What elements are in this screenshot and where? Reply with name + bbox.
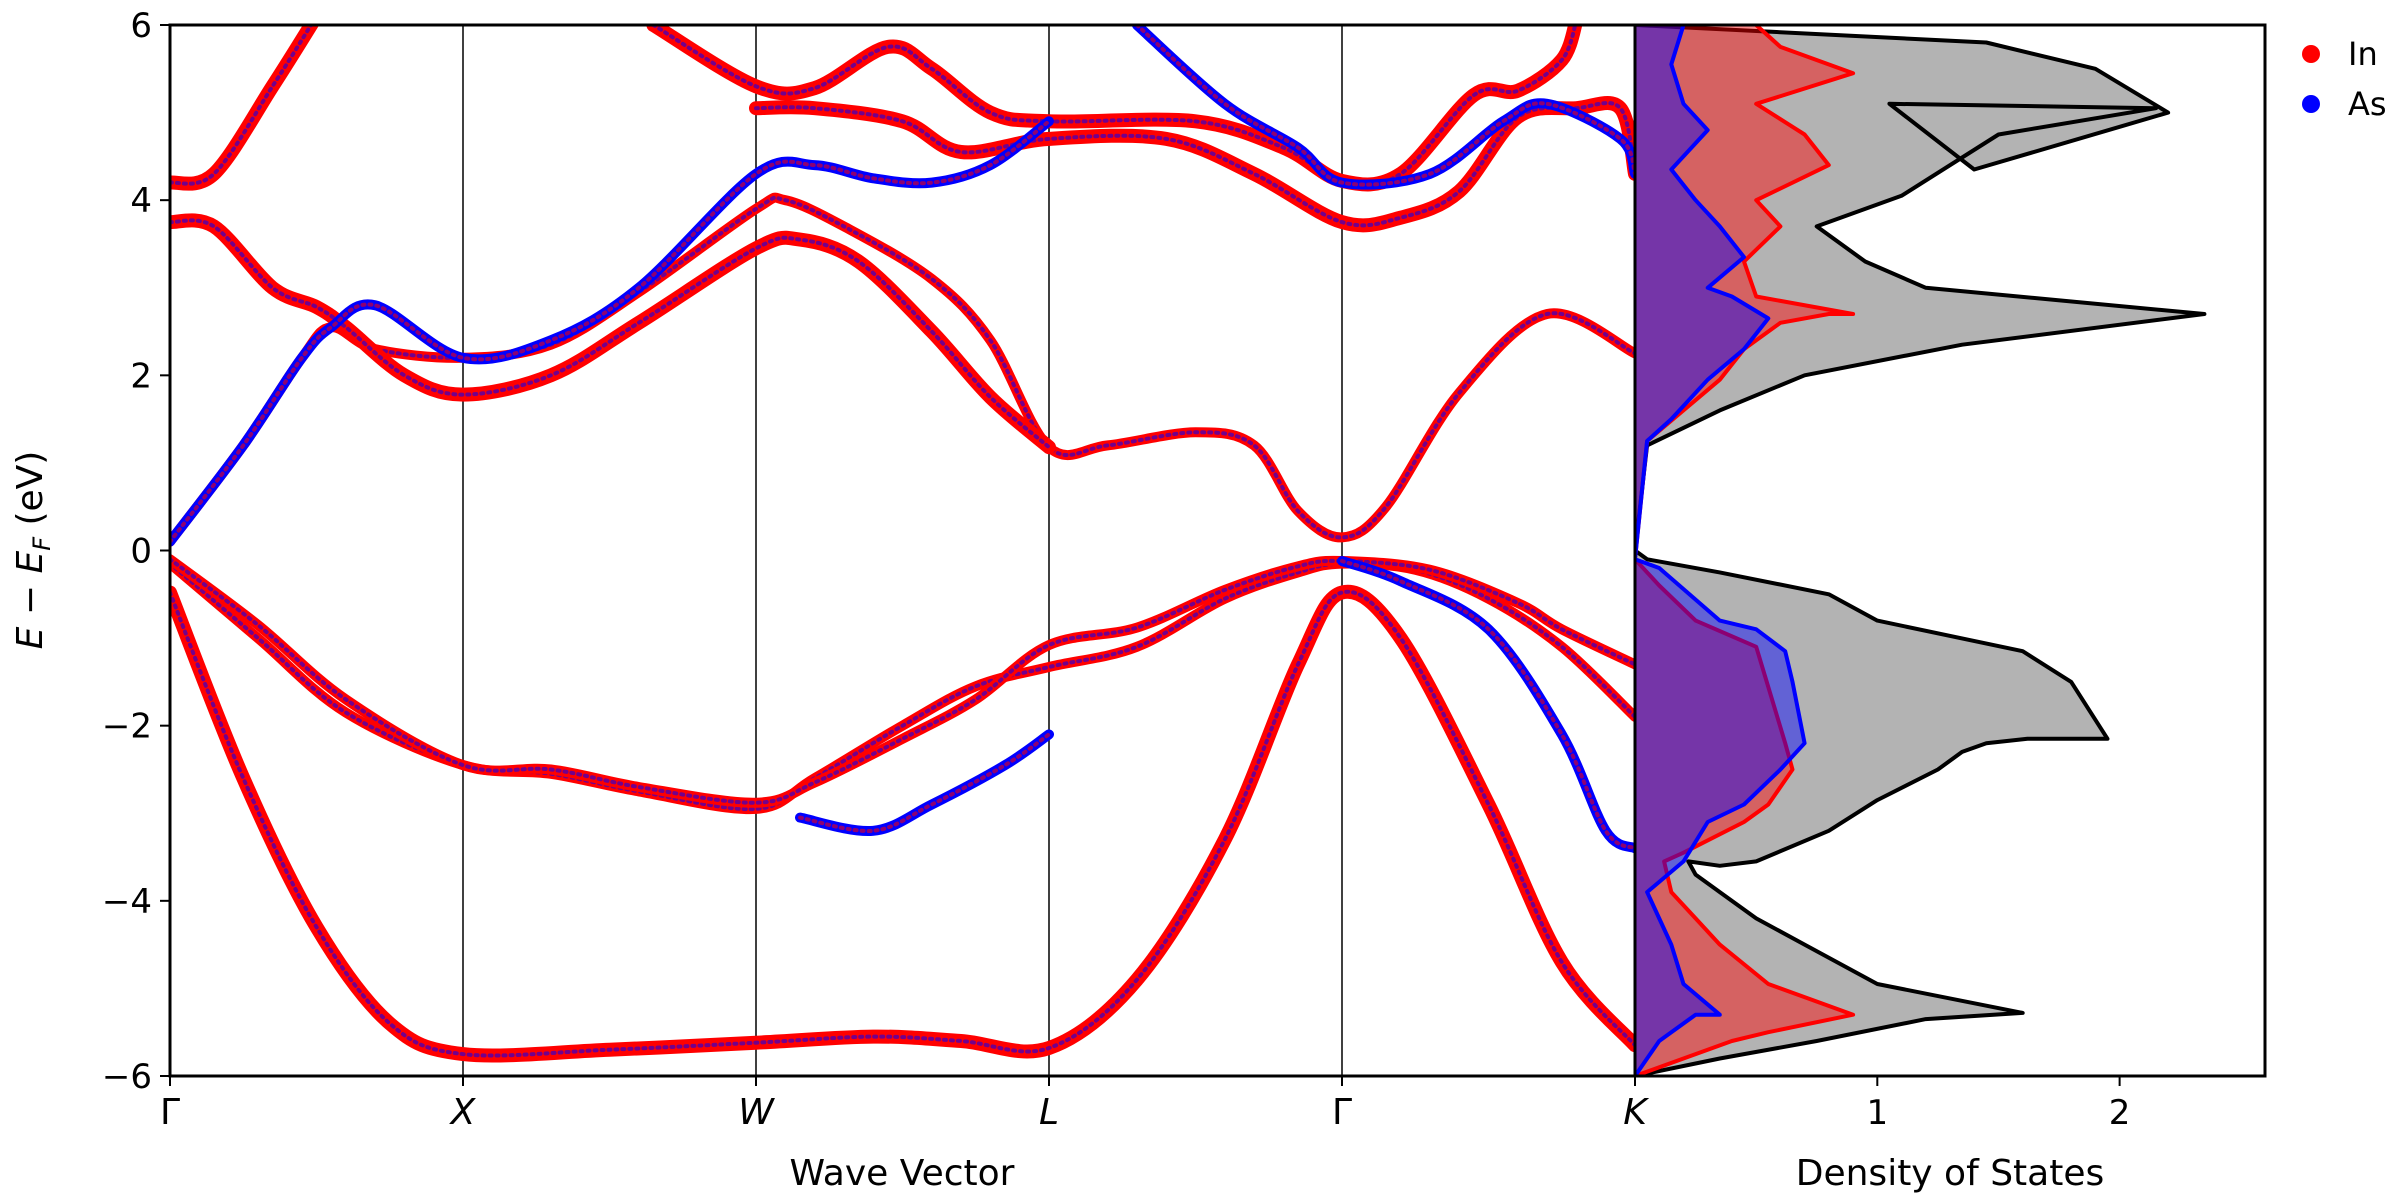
dos-x-tick-label-0: 1 (1866, 1093, 1888, 1133)
legend-marker-in (2302, 45, 2320, 63)
y-tick-label-2: −2 (102, 707, 152, 747)
high-symmetry-lines (462, 25, 1343, 1076)
band-as-2-inner (798, 732, 1051, 833)
band-in-2-outer (170, 554, 1635, 808)
kpoint-label-2: W (738, 1092, 775, 1133)
y-axis-title-unit: (eV) (10, 451, 51, 537)
kpoint-label-5: K (1623, 1092, 1649, 1133)
dos-as-fill (1635, 25, 1805, 1076)
dos-in-fill (1635, 25, 1854, 1076)
band-in-1-outer (170, 558, 1635, 815)
band-as-1-inner (1134, 25, 1635, 187)
band-as-3-inner (1340, 559, 1635, 851)
dos-total-line (1635, 25, 2207, 1076)
band-in-0-inner (170, 589, 1635, 1058)
dos-areas (1635, 25, 2207, 1076)
dos-x-tick-label-1: 2 (2109, 1093, 2131, 1133)
kpoint-label-1: X (449, 1092, 477, 1133)
band-in-4-outer (170, 213, 1056, 455)
dos-total-fill (1635, 25, 2205, 1076)
band-in-5-inner (170, 25, 314, 186)
legend: In As (2302, 35, 2387, 123)
band-in-2-inner (170, 557, 1635, 805)
y-tick-label-3: 0 (130, 532, 152, 572)
y-axis-title-subscript: F (28, 536, 56, 551)
legend-label-as: As (2348, 85, 2387, 123)
dos-in-line (1635, 25, 1856, 1076)
y-axis-ticks: −6 −4 −2 0 2 4 6 (102, 6, 170, 1097)
dos-frame (1633, 23, 2267, 1078)
kpoint-label-0: Γ (160, 1092, 180, 1133)
legend-marker-as (2302, 95, 2320, 113)
band-in-5-outer (170, 25, 320, 191)
dos-as-line (1635, 25, 1807, 1076)
kpoint-label-4: Γ (1332, 1092, 1352, 1133)
band-as-0-inner (170, 119, 1051, 544)
band-in-1-inner (170, 561, 1635, 812)
y-tick-label-0: −6 (102, 1057, 152, 1097)
band-as-2-outer (795, 729, 1054, 836)
dos-x-axis-title: Density of States (1796, 1153, 2105, 1194)
legend-label-in: In (2348, 35, 2378, 73)
y-axis-title-main: E − E (10, 551, 51, 650)
y-tick-label-5: 4 (130, 181, 152, 221)
y-tick-label-1: −4 (102, 882, 152, 922)
band-lines (170, 25, 1635, 1063)
y-tick-label-4: 2 (130, 356, 152, 396)
band-structure-panel: −6 −4 −2 0 2 4 6 Γ X W L Γ K Wave Vector E − EF (eV… (10, 6, 1649, 1194)
band-in-6-inner (651, 25, 1578, 187)
kpoint-label-3: L (1039, 1092, 1059, 1133)
y-tick-label-6: 6 (130, 6, 152, 46)
band-in-4-inner (170, 218, 1051, 450)
y-axis-title: E − EF (eV) (10, 451, 56, 650)
x-axis-title: Wave Vector (790, 1153, 1015, 1194)
